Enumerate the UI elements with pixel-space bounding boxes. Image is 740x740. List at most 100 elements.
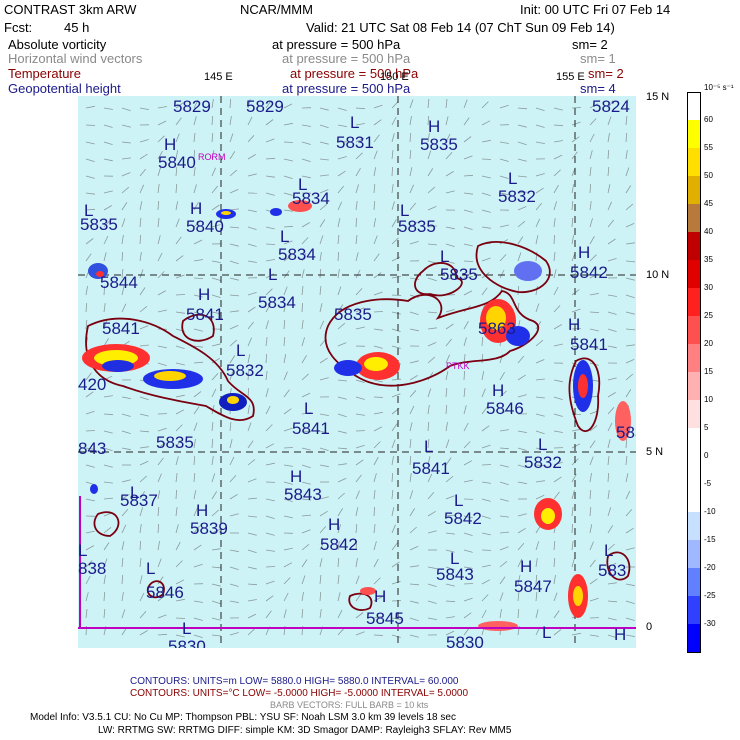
forecast-value: 45 h bbox=[64, 20, 90, 35]
wind-barb bbox=[139, 344, 149, 347]
wind-barb bbox=[589, 559, 596, 568]
wind-barb bbox=[247, 387, 250, 398]
wind-barb bbox=[301, 559, 308, 568]
wind-barb bbox=[553, 154, 563, 160]
wind-barb bbox=[301, 575, 306, 585]
wind-barb bbox=[607, 377, 617, 381]
wind-barb bbox=[625, 600, 635, 604]
wind-barb bbox=[247, 370, 250, 381]
wind-barb bbox=[229, 243, 239, 247]
wind-barb bbox=[607, 238, 616, 245]
colorbar-label: -15 bbox=[704, 535, 716, 544]
wind-barb bbox=[607, 166, 610, 177]
colorbar-label: -20 bbox=[704, 563, 716, 572]
wind-barb bbox=[553, 107, 563, 111]
lon-label-145: 145 E bbox=[204, 71, 233, 83]
wind-barb bbox=[535, 107, 545, 111]
wind-barb bbox=[607, 392, 616, 398]
wind-barb bbox=[373, 167, 377, 177]
colorbar-swatch bbox=[687, 316, 701, 344]
wind-barb bbox=[409, 241, 419, 245]
wind-barb bbox=[427, 311, 438, 314]
wind-barb bbox=[247, 583, 258, 586]
wind-barb bbox=[463, 337, 467, 347]
wind-barb bbox=[157, 473, 162, 483]
wind-barb bbox=[337, 609, 343, 619]
height-value: 5837 bbox=[120, 491, 158, 510]
wind-barb bbox=[409, 360, 419, 364]
wind-barb bbox=[355, 123, 365, 126]
wind-barb bbox=[589, 473, 592, 483]
height-value: 5846 bbox=[486, 399, 524, 418]
wind-barb bbox=[535, 541, 540, 551]
wind-barb bbox=[121, 218, 126, 228]
wind-barb bbox=[607, 133, 610, 143]
wind-barb bbox=[247, 566, 257, 570]
wind-barb bbox=[229, 294, 240, 297]
wind-barb bbox=[481, 481, 491, 484]
wind-barb bbox=[463, 260, 474, 262]
wind-barb bbox=[337, 413, 347, 418]
wind-barb bbox=[499, 141, 509, 144]
wind-barb bbox=[463, 290, 473, 296]
colorbar-swatch bbox=[687, 232, 701, 260]
wind-barb bbox=[463, 388, 466, 398]
wind-barb bbox=[391, 472, 394, 483]
wind-barb bbox=[355, 217, 357, 228]
wind-barb bbox=[535, 286, 538, 296]
wind-barb bbox=[157, 362, 167, 366]
height-value: 5835 bbox=[80, 215, 118, 234]
wind-barb bbox=[427, 206, 437, 211]
wind-barb bbox=[463, 354, 466, 364]
wind-barb bbox=[607, 562, 617, 568]
wind-barb bbox=[121, 303, 127, 313]
wind-barb bbox=[283, 336, 286, 347]
wind-barb bbox=[355, 558, 358, 568]
wind-barb bbox=[283, 175, 293, 179]
wind-barb bbox=[283, 255, 292, 262]
wind-barb bbox=[175, 524, 179, 534]
field-sm-vorticity: sm= 2 bbox=[572, 37, 608, 52]
wind-barb bbox=[175, 456, 179, 466]
wind-barb bbox=[607, 345, 617, 349]
wind-barb bbox=[445, 404, 448, 415]
wind-barb bbox=[535, 574, 538, 585]
wind-barb bbox=[229, 371, 234, 381]
low-marker: L bbox=[130, 483, 140, 502]
wind-barb bbox=[481, 406, 488, 415]
wind-barb bbox=[427, 421, 430, 432]
wind-barb bbox=[283, 209, 293, 212]
wind-barb bbox=[481, 532, 491, 536]
colorbar-swatch bbox=[687, 372, 701, 400]
wind-barb bbox=[589, 254, 597, 262]
wind-barb bbox=[355, 269, 361, 279]
wind-barb bbox=[625, 242, 635, 245]
wind-barb bbox=[553, 461, 563, 466]
wind-barb bbox=[265, 610, 272, 619]
wind-barb bbox=[283, 240, 293, 245]
wind-barb bbox=[211, 224, 221, 228]
wind-barb bbox=[229, 151, 236, 160]
wind-barb bbox=[391, 101, 399, 109]
wind-barb bbox=[175, 294, 186, 296]
wind-barb bbox=[463, 422, 469, 432]
height-value: 5835 bbox=[398, 217, 436, 236]
colorbar-unit: 10⁻⁵ s⁻¹ bbox=[704, 83, 734, 92]
wind-barb bbox=[319, 510, 328, 517]
wind-barb bbox=[409, 328, 419, 332]
wind-barb bbox=[193, 116, 197, 126]
wind-barb bbox=[481, 353, 484, 364]
wind-barb bbox=[607, 219, 615, 228]
wind-barb bbox=[373, 506, 375, 517]
wind-barb bbox=[139, 592, 145, 602]
height-value: 5863 bbox=[478, 319, 516, 338]
wind-barb bbox=[589, 597, 599, 602]
wind-barb bbox=[355, 288, 363, 296]
wind-barb bbox=[229, 169, 238, 177]
wind-barb bbox=[517, 558, 523, 568]
wind-barb bbox=[355, 612, 364, 619]
wind-barb bbox=[427, 356, 436, 364]
wind-barb bbox=[589, 293, 599, 296]
wind-barb bbox=[103, 413, 114, 416]
height-value: 5830 bbox=[168, 637, 206, 648]
